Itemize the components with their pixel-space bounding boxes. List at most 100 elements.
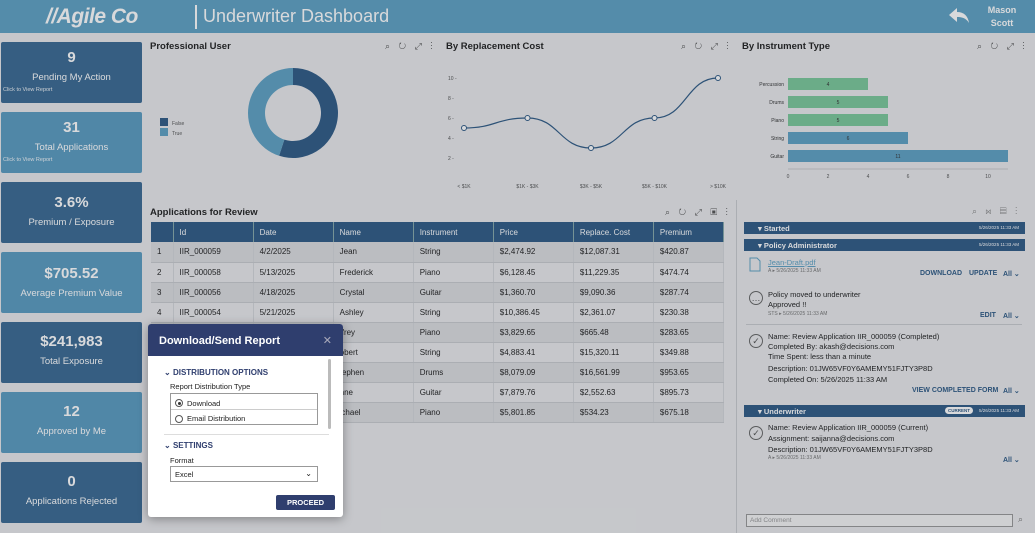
- dialog-title: Download/Send Report: [159, 335, 280, 347]
- tile-average-premium[interactable]: $705.52 Average Premium Value: [1, 252, 142, 313]
- table-cell: String: [413, 302, 494, 323]
- attach-icon[interactable]: ⌕: [1018, 514, 1024, 524]
- legend-label: True: [172, 131, 182, 137]
- tile-approved[interactable]: 12 Approved by Me: [1, 392, 142, 453]
- column-header[interactable]: Date: [253, 222, 334, 242]
- radio-email[interactable]: Email Distribution: [171, 409, 317, 424]
- panel-toolbar[interactable]: ⌕ ↻ ⤢ ⋮: [385, 41, 436, 51]
- category-label: Percussion: [759, 82, 784, 88]
- y-tick-label: 4 -: [448, 136, 454, 142]
- data-point: [524, 115, 531, 121]
- table-cell: $1,360.70: [493, 282, 574, 303]
- grid-title: Applications for Review: [150, 207, 258, 218]
- task-completed-on: Completed On: 5/26/2025 11:33 AM: [768, 375, 888, 384]
- bar-data-label: 5: [837, 118, 840, 124]
- flow-section-policy-admin[interactable]: ▾ Policy Administrator 5/26/2025 11:33 AM: [744, 239, 1025, 251]
- x-tick-label: 2: [827, 174, 830, 180]
- x-tick-label: 6: [907, 174, 910, 180]
- category-label: Drums: [769, 100, 784, 106]
- dialog-scrollbar[interactable]: [328, 359, 331, 429]
- column-header[interactable]: Name: [333, 222, 414, 242]
- flow-section-started[interactable]: ▾ Started 5/26/2025 11:33 AM: [744, 222, 1025, 234]
- close-icon[interactable]: ✕: [322, 335, 332, 347]
- panel-toolbar[interactable]: ⌕ ↻ ⤢ ⋮: [681, 41, 732, 51]
- format-select[interactable]: Excel ⌄: [170, 466, 318, 482]
- column-header[interactable]: Premium: [653, 222, 725, 242]
- table-row[interactable]: 2 IIR_000058 5/13/2025 Frederick Piano $6,128…: [151, 262, 725, 283]
- app-logo: //Agile Co: [46, 4, 138, 28]
- table-cell: IIR_000056: [173, 282, 254, 303]
- table-cell: $6,128.45: [493, 262, 574, 283]
- flow-section-label: Policy Administrator: [763, 241, 837, 250]
- table-cell: $675.18: [653, 402, 725, 423]
- table-cell: $474.74: [653, 262, 725, 283]
- column-header[interactable]: Instrument: [413, 222, 494, 242]
- panel-toolbar[interactable]: ⌕ ↻ ⤢ ⋮: [977, 41, 1028, 51]
- current-badge: CURRENT: [945, 407, 973, 414]
- table-cell: 4: [151, 302, 174, 323]
- table-cell: $16,561.99: [573, 362, 654, 383]
- distribution-options-toggle[interactable]: ⌄ DISTRIBUTION OPTIONS: [164, 368, 269, 377]
- grid-toolbar[interactable]: ⌕ ↻ ⤢ ▣ ⋮: [665, 207, 731, 217]
- table-cell: $283.65: [653, 322, 725, 343]
- all-dropdown[interactable]: All ⌄: [1003, 313, 1020, 320]
- column-header[interactable]: [151, 222, 174, 242]
- all-dropdown[interactable]: All ⌄: [1003, 271, 1020, 278]
- file-link[interactable]: Jean-Draft.pdf: [768, 258, 816, 267]
- user-name[interactable]: Mason Scott: [982, 4, 1022, 30]
- radio-download[interactable]: Download: [171, 394, 317, 409]
- table-cell: 4/18/2025: [253, 282, 334, 303]
- settings-toggle[interactable]: ⌄ SETTINGS: [164, 441, 213, 450]
- tile-value: 31: [63, 119, 80, 136]
- flow-section-underwriter[interactable]: ▾ Underwriter CURRENT 5/26/2025 11:33 AM: [744, 405, 1025, 417]
- tile-pending[interactable]: 9 Pending My Action Click to View Report: [1, 42, 142, 103]
- flow-toolbar[interactable]: ⌕ ⋈ ▤ ⋮: [972, 206, 1021, 216]
- category-label: String: [771, 136, 784, 142]
- table-row[interactable]: 4 IIR_000054 5/21/2025 Ashley String $10,386.…: [151, 302, 725, 323]
- table-cell: tephen: [333, 362, 414, 383]
- x-tick-label: $3K - $5K: [580, 184, 603, 190]
- radio-button[interactable]: [175, 414, 183, 423]
- view-completed-form-link[interactable]: VIEW COMPLETED FORM: [912, 387, 999, 394]
- all-dropdown[interactable]: All ⌄: [1003, 388, 1020, 395]
- tile-rejected[interactable]: 0 Applications Rejected: [1, 462, 142, 523]
- table-row[interactable]: 3 IIR_000056 4/18/2025 Crystal Guitar $1,360.…: [151, 282, 725, 303]
- proceed-button[interactable]: PROCEED: [276, 495, 335, 510]
- column-header[interactable]: Price: [493, 222, 574, 242]
- table-cell: $895.73: [653, 382, 725, 403]
- update-link[interactable]: UPDATE: [969, 270, 998, 277]
- x-tick-label: > $10K: [710, 184, 727, 190]
- divider: [746, 324, 1022, 325]
- legend-label: False: [172, 121, 184, 127]
- x-tick-label: 0: [787, 174, 790, 180]
- note-text-2: Approved !!: [768, 300, 807, 309]
- column-header[interactable]: Id: [173, 222, 254, 242]
- check-circle-icon: ✓: [749, 334, 763, 348]
- distribution-type-radio-group: Download Email Distribution: [170, 393, 318, 425]
- table-cell: String: [413, 342, 494, 363]
- tile-premium-exposure[interactable]: 3.6% Premium / Exposure: [1, 182, 142, 243]
- table-header-row: Id Date Name Instrument Price Replace. Cost Pr…: [151, 222, 725, 242]
- radio-button[interactable]: [175, 399, 183, 407]
- column-header[interactable]: Replace. Cost: [573, 222, 654, 242]
- comment-input[interactable]: Add Comment: [746, 514, 1013, 527]
- tile-value: 0: [67, 473, 76, 490]
- bar: [788, 96, 888, 108]
- tile-label: Pending My Action: [32, 72, 111, 83]
- table-row[interactable]: 1 IIR_000059 4/2/2025 Jean String $2,474.92 $1…: [151, 242, 725, 263]
- table-cell: 1: [151, 242, 174, 263]
- tile-sub: Click to View Report: [3, 87, 53, 93]
- back-arrow-icon[interactable]: [948, 6, 970, 26]
- edit-link[interactable]: EDIT: [980, 312, 996, 319]
- download-link[interactable]: DOWNLOAD: [920, 270, 962, 277]
- table-cell: IIR_000058: [173, 262, 254, 283]
- file-meta: A ▸ 5/26/2025 11:33 AM: [768, 268, 821, 274]
- table-cell: 3: [151, 282, 174, 303]
- tile-total-applications[interactable]: 31 Total Applications Click to View Report: [1, 112, 142, 173]
- task-name: Name: Review Application IIR_000059 (Cur…: [768, 423, 929, 432]
- check-circle-icon: ✓: [749, 426, 763, 440]
- all-dropdown[interactable]: All ⌄: [1003, 457, 1020, 464]
- tile-total-exposure[interactable]: $241,983 Total Exposure: [1, 322, 142, 383]
- data-point: [588, 145, 594, 151]
- format-label: Format: [170, 456, 194, 465]
